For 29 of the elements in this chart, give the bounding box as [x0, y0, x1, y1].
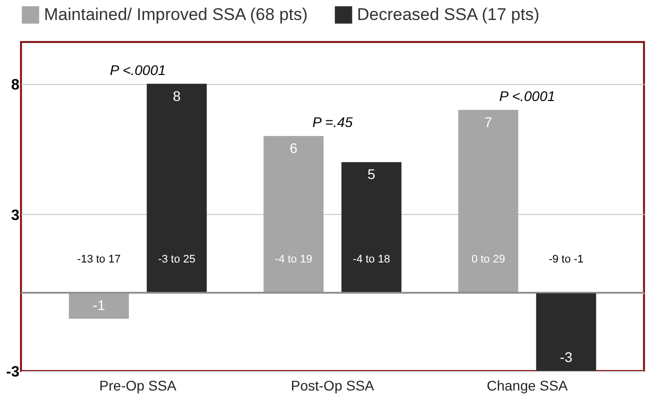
annotation: P <.0001 — [499, 88, 556, 104]
data-label: -3 — [560, 349, 573, 365]
y-tick-label: 3 — [11, 206, 20, 224]
data-label: 8 — [172, 88, 181, 104]
data-label: 7 — [484, 114, 492, 130]
annotation: -4 to 19 — [274, 254, 312, 266]
annotation: -3 to 25 — [158, 254, 196, 266]
bar — [68, 292, 129, 319]
data-label: 5 — [368, 166, 376, 182]
annotation: -4 to 18 — [352, 254, 390, 266]
x-tick-label: Post-Op SSA — [290, 378, 375, 394]
data-label: 6 — [290, 140, 298, 156]
y-tick-label: -3 — [6, 364, 20, 380]
annotation: 0 to 29 — [471, 254, 506, 266]
bar — [264, 136, 324, 293]
y-tick-label: 8 — [11, 76, 20, 94]
annotation: -13 to 17 — [77, 254, 121, 266]
bar — [536, 292, 596, 371]
x-tick-label: Change SSA — [486, 378, 568, 394]
legend-label: Decreased SSA (17 pts) — [357, 4, 540, 24]
bar — [146, 84, 207, 293]
annotation: P =.45 — [312, 114, 353, 130]
bar — [341, 162, 402, 293]
legend-label: Maintained/ Improved SSA (68 pts) — [44, 4, 308, 24]
annotation: P <.0001 — [110, 62, 166, 78]
annotation: -9 to -1 — [548, 254, 584, 266]
data-label: -1 — [92, 296, 106, 313]
x-tick-label: Pre-Op SSA — [99, 378, 177, 394]
bar — [458, 110, 518, 293]
